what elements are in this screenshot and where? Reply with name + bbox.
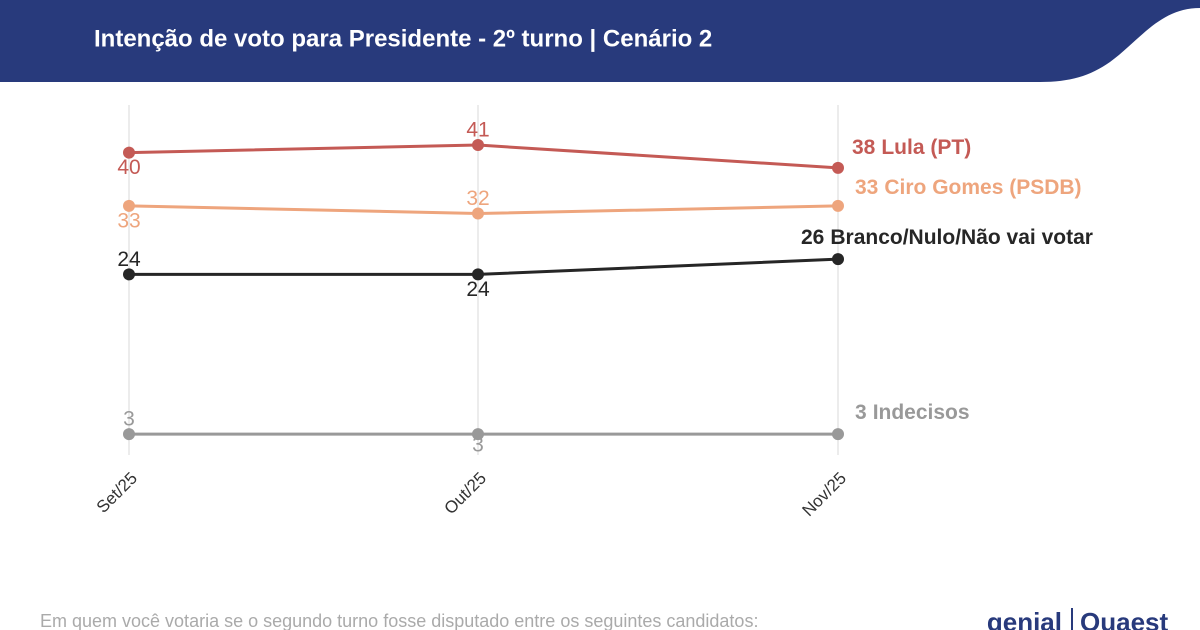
data-label: 41 [466,119,489,142]
series-line [128,143,839,170]
point [472,207,484,220]
data-label: 40 [117,156,140,179]
end-label-value: 26 [801,226,824,249]
end-label: 38 Lula (PT) [852,135,971,158]
data-label: 24 [117,248,141,271]
end-label: 33 Ciro Gomes (PSDB) [855,175,1082,198]
end-label-name: Lula (PT) [881,135,971,158]
data-label: 32 [466,187,489,210]
point [123,268,135,281]
point [472,428,484,441]
point [123,146,135,159]
point [832,199,844,212]
point [832,253,844,266]
end-label-value: 38 [852,135,876,158]
header-band [0,0,1200,82]
data-label: 3 [472,434,484,457]
point [123,428,135,441]
point [472,268,484,281]
end-label: 3 Indecisos [855,401,970,424]
end-label-name: Branco/Nulo/Não vai votar [830,226,1093,249]
data-label: 33 [117,209,140,232]
point [832,161,844,174]
x-tick-label: Set/25 [93,469,141,517]
end-label: 26 Branco/Nulo/Não vai votar [801,226,1093,249]
brand: genial [987,607,1062,630]
data-label: 24 [466,278,490,301]
footnote: Em quem você votaria se o segundo turno … [40,611,758,630]
end-label-value: 3 [855,401,867,424]
x-tick-label: Out/25 [440,469,490,519]
x-tick-label: Nov/25 [798,469,850,521]
point [832,428,844,441]
point [472,139,484,152]
chart-title: Intenção de voto para Presidente - 2º tu… [94,25,712,52]
point [123,199,135,212]
data-label: 3 [123,408,135,431]
end-label-value: 33 [855,175,878,198]
end-label-name: Ciro Gomes (PSDB) [884,175,1081,198]
brand: Quaest [1080,607,1168,630]
end-label-name: Indecisos [873,401,970,424]
